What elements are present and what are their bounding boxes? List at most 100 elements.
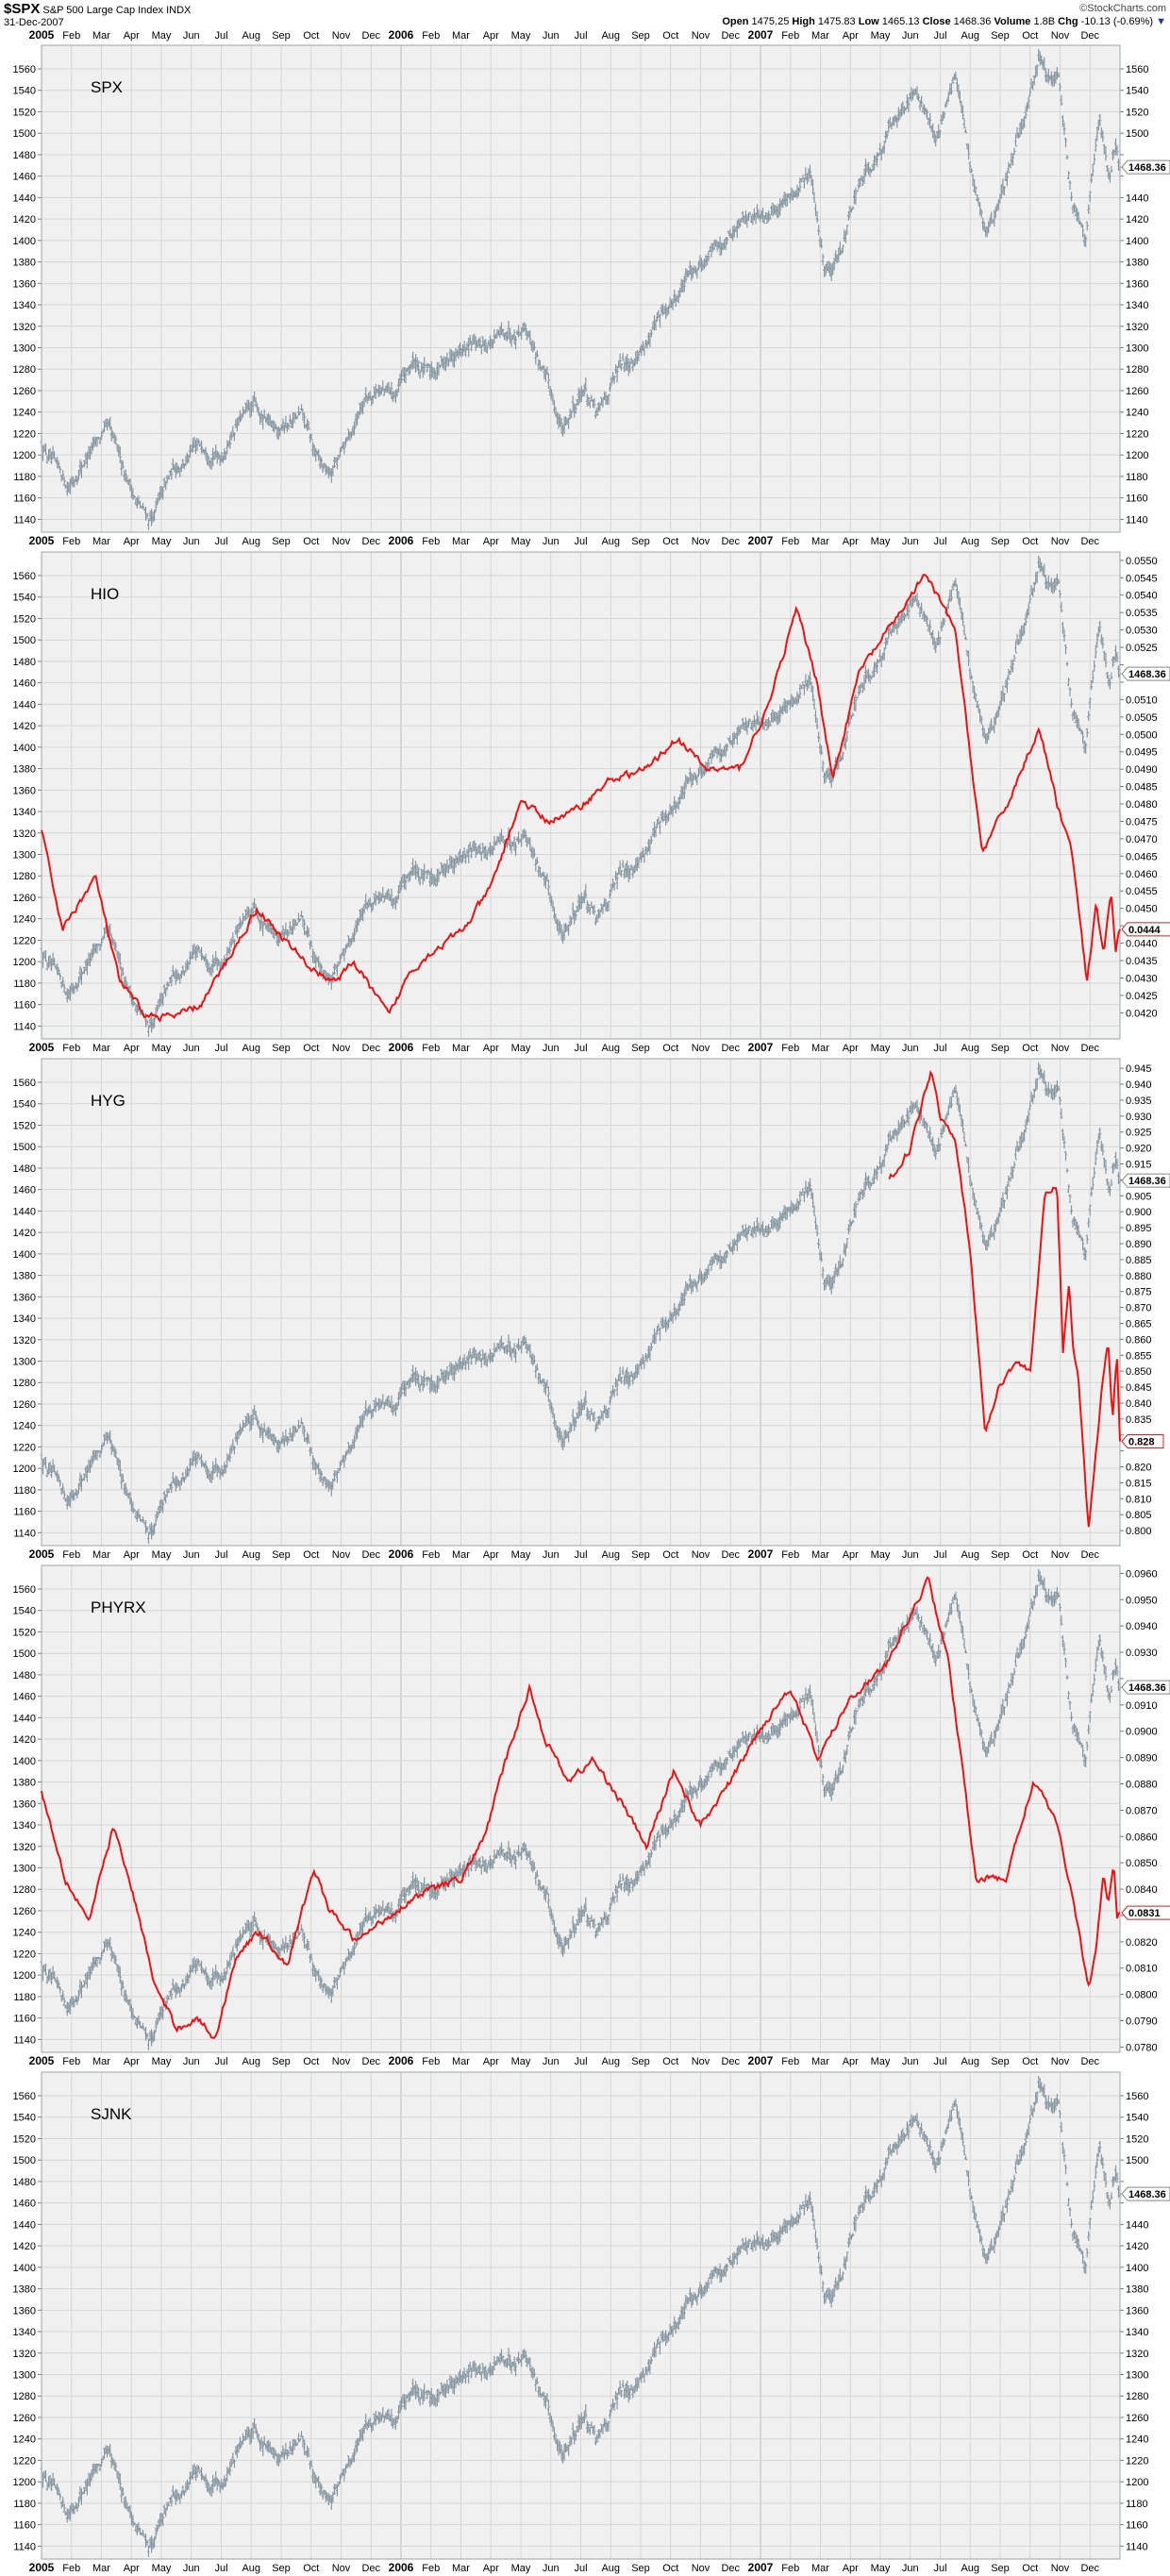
month-label: Sep — [991, 2056, 1010, 2067]
price-last-value: 1468.36 — [1128, 669, 1166, 680]
month-label: Apr — [124, 536, 140, 547]
right-axis-label: 0.0850 — [1126, 1858, 1158, 1869]
month-label: Feb — [422, 536, 440, 547]
quote-summary: Open 1475.25 High 1475.83 Low 1465.13 Cl… — [722, 16, 1166, 27]
panel-sjnk — [38, 2071, 1170, 2560]
month-label: Oct — [1022, 1043, 1038, 1054]
right-axis-label: 0.0460 — [1126, 869, 1158, 880]
left-axis-label: 1440 — [13, 699, 36, 711]
left-axis-label: 1360 — [13, 1292, 36, 1303]
month-label: Sep — [991, 1549, 1010, 1561]
right-axis-label: 0.820 — [1126, 1463, 1152, 1474]
right-axis-label: 0.835 — [1126, 1414, 1152, 1426]
price-bar — [535, 350, 539, 358]
right-axis-label: 0.0440 — [1126, 939, 1158, 950]
price-bar — [851, 206, 855, 209]
month-label: Nov — [332, 30, 351, 42]
price-last-value: 1468.36 — [1128, 162, 1166, 174]
year-label: 2006 — [389, 1547, 414, 1561]
month-label: May — [871, 2056, 891, 2067]
price-bar — [824, 264, 827, 276]
price-bar — [470, 341, 474, 352]
right-axis-label: 1380 — [1126, 258, 1148, 269]
price-bar — [682, 276, 686, 293]
left-axis-label: 1540 — [13, 593, 36, 604]
price-bar — [907, 96, 911, 113]
price-bar — [156, 497, 159, 506]
panel-hio — [38, 551, 1170, 1040]
right-axis-label: 1140 — [1126, 514, 1148, 526]
left-axis-label: 1380 — [13, 764, 36, 776]
year-label: 2005 — [29, 1547, 55, 1561]
left-axis-label: 1540 — [13, 1099, 36, 1111]
price-bar — [920, 95, 924, 108]
month-label: Nov — [692, 2563, 710, 2574]
year-label: 2006 — [389, 1041, 414, 1054]
month-label: Oct — [303, 2563, 319, 2574]
price-bar — [738, 219, 742, 227]
month-label: Mar — [92, 1549, 110, 1561]
left-axis-label: 1340 — [13, 1820, 36, 1832]
month-label: Oct — [303, 1549, 319, 1561]
price-bar — [615, 365, 619, 383]
left-axis-label: 1500 — [13, 128, 36, 140]
month-label: Nov — [332, 1043, 351, 1054]
month-label: Apr — [124, 2563, 140, 2574]
left-axis-label: 1440 — [13, 1713, 36, 1724]
year-label: 2005 — [29, 534, 55, 547]
month-label: Nov — [332, 2563, 351, 2574]
price-bar — [343, 441, 346, 455]
left-axis-label: 1180 — [13, 472, 36, 483]
left-axis-label: 1520 — [13, 2133, 36, 2145]
right-axis-label: 0.0525 — [1126, 643, 1158, 654]
left-axis-label: 1400 — [13, 1249, 36, 1261]
year-label: 2007 — [748, 534, 774, 547]
right-axis-label: 0.0940 — [1126, 1621, 1158, 1632]
right-axis-label: 1340 — [1126, 300, 1148, 311]
month-label: Oct — [1022, 536, 1038, 547]
month-label: Nov — [1051, 1043, 1070, 1054]
month-label: Sep — [631, 1549, 650, 1561]
price-bar — [161, 486, 165, 500]
price-bar — [1007, 161, 1011, 174]
right-axis-label: 0.0900 — [1126, 1727, 1158, 1738]
price-bar — [217, 452, 221, 460]
price-bar — [574, 403, 577, 414]
price-bar — [309, 433, 313, 441]
month-label: Sep — [272, 1549, 291, 1561]
month-label: Oct — [303, 536, 319, 547]
price-bar — [684, 268, 688, 283]
price-bar — [257, 407, 260, 415]
left-axis-label: 1300 — [13, 850, 36, 861]
price-bar — [114, 435, 118, 444]
price-bar — [426, 362, 429, 373]
month-label: May — [152, 2563, 172, 2574]
right-axis-label: 1420 — [1126, 2241, 1148, 2252]
right-axis-label: 0.0435 — [1126, 956, 1158, 967]
month-label: Apr — [124, 1043, 140, 1054]
month-label: Oct — [1022, 1549, 1038, 1561]
month-label: Oct — [303, 2056, 319, 2067]
right-axis-label: 0.875 — [1126, 1287, 1152, 1298]
right-axis-label: 0.0455 — [1126, 886, 1158, 897]
price-bar — [132, 495, 136, 499]
month-label: Apr — [483, 1549, 499, 1561]
price-bar — [849, 208, 853, 213]
change-down-icon[interactable]: ▼ — [1156, 16, 1166, 27]
price-bar — [298, 411, 302, 414]
left-axis-label: 1340 — [13, 2327, 36, 2338]
price-bar — [932, 130, 936, 143]
price-bar — [609, 382, 611, 393]
right-axis-label: 1520 — [1126, 2133, 1148, 2145]
overlay-last-value: 0.0444 — [1128, 925, 1162, 936]
left-axis-label: 1160 — [13, 2520, 36, 2532]
price-bar — [887, 119, 891, 133]
panel-label: SPX — [91, 78, 123, 96]
left-axis-label: 1160 — [13, 2014, 36, 2025]
price-bar — [307, 421, 310, 430]
month-label: Aug — [242, 1549, 260, 1561]
price-bar — [53, 451, 57, 460]
month-label: Feb — [781, 2563, 799, 2574]
price-bar — [899, 103, 903, 117]
price-bar — [802, 177, 806, 189]
